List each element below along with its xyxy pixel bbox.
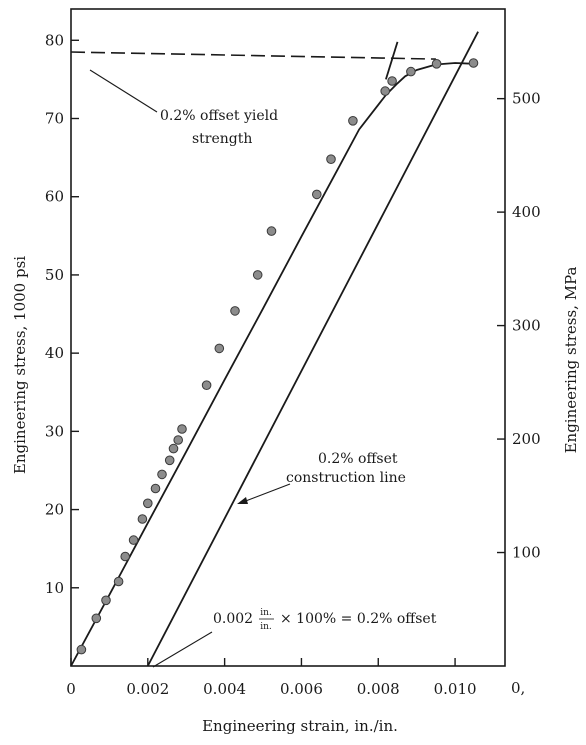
data-point: [406, 66, 416, 77]
left-y-tick-label: 20: [45, 501, 64, 519]
offset-annotation-prefix: 0.002: [213, 611, 253, 627]
offset-construction-line: [147, 31, 479, 667]
left-y-tick-label: 30: [45, 422, 64, 440]
data-point: [326, 154, 336, 164]
right-y-tick-label: 200: [512, 430, 541, 448]
data-point: [150, 483, 161, 494]
left-y-axis-ticks: 10 20 30 40 50 60 70 80: [45, 31, 79, 597]
data-point: [113, 576, 124, 587]
data-point: [230, 306, 240, 316]
plot-frame: [70, 8, 506, 667]
left-y-tick-label: 60: [45, 188, 64, 206]
x-tick-label: 0.006: [280, 680, 323, 698]
yield-strength-dashed-line: [70, 51, 436, 60]
data-point: [157, 469, 167, 480]
right-y-axis-ticks: 100 200 300 400 500 0,: [497, 90, 541, 697]
right-y-tick-label: 300: [512, 317, 541, 335]
data-point: [177, 424, 187, 434]
data-point: [173, 435, 183, 445]
right-y-tick-label: 400: [512, 203, 541, 221]
data-points: [76, 58, 479, 655]
x-tick-label: 0: [66, 680, 76, 698]
left-y-tick-label: 70: [45, 110, 64, 128]
left-y-axis-title: Engineering stress, 1000 psi: [11, 256, 29, 474]
construction-annotation-leader: [242, 483, 291, 503]
construction-annotation-line1: 0.2% offset: [318, 451, 398, 467]
x-tick-label: 0.010: [434, 680, 477, 698]
data-point: [252, 270, 263, 280]
lines-layer: [70, 31, 479, 667]
left-y-tick-label: 10: [45, 579, 64, 597]
x-tick-label: 0.002: [126, 680, 169, 698]
right-y-axis-title: Engineering stress, MPa: [562, 267, 580, 454]
offset-annotation-frac-den: in.: [260, 622, 272, 632]
left-y-tick-label: 50: [45, 266, 64, 284]
data-point: [380, 86, 391, 96]
data-point: [76, 644, 87, 655]
yield-annotation-line2: strength: [192, 131, 252, 147]
x-tick-label: 0.008: [357, 680, 400, 698]
offset-annotation-leader: [152, 631, 213, 668]
data-point: [137, 514, 148, 524]
offset-annotation-frac-num: in.: [260, 608, 272, 618]
x-axis-ticks: 0 0.002 0.004 0.006 0.008 0.010: [66, 658, 477, 698]
data-point: [266, 226, 277, 236]
data-point: [312, 189, 322, 200]
left-y-tick-label: 40: [45, 344, 64, 362]
data-point: [201, 380, 212, 391]
data-point: [387, 76, 397, 86]
data-point: [431, 59, 442, 69]
right-y-tick-label: 100: [512, 544, 541, 562]
data-point: [164, 455, 175, 466]
elastic-line-extension: [385, 41, 399, 80]
data-point: [91, 613, 102, 624]
data-point: [468, 58, 479, 68]
data-point: [348, 116, 358, 126]
data-point: [214, 343, 225, 354]
yield-annotation-leader: [89, 69, 158, 113]
data-point: [101, 595, 111, 606]
data-point: [128, 535, 139, 545]
right-y-zero-label: 0,: [511, 679, 525, 697]
data-point: [143, 498, 153, 509]
x-tick-label: 0.004: [203, 680, 246, 698]
left-y-tick-label: 80: [45, 31, 64, 49]
data-point: [120, 551, 130, 562]
data-point: [168, 443, 179, 454]
offset-annotation-suffix: × 100% = 0.2% offset: [280, 611, 437, 627]
yield-annotation-line1: 0.2% offset yield: [160, 108, 278, 124]
construction-annotation-arrowhead: [237, 497, 248, 504]
x-axis-title: Engineering strain, in./in.: [202, 717, 398, 735]
stress-strain-curve: [70, 62, 475, 667]
construction-annotation-line2: construction line: [286, 470, 406, 486]
right-y-tick-label: 500: [512, 90, 541, 108]
